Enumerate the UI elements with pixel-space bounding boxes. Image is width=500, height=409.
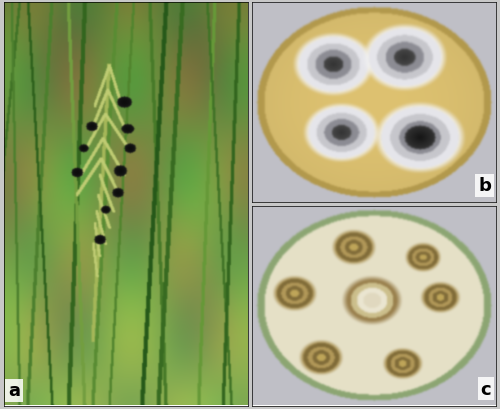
Text: c: c	[480, 380, 491, 398]
Text: b: b	[478, 177, 491, 195]
Text: a: a	[8, 381, 20, 399]
